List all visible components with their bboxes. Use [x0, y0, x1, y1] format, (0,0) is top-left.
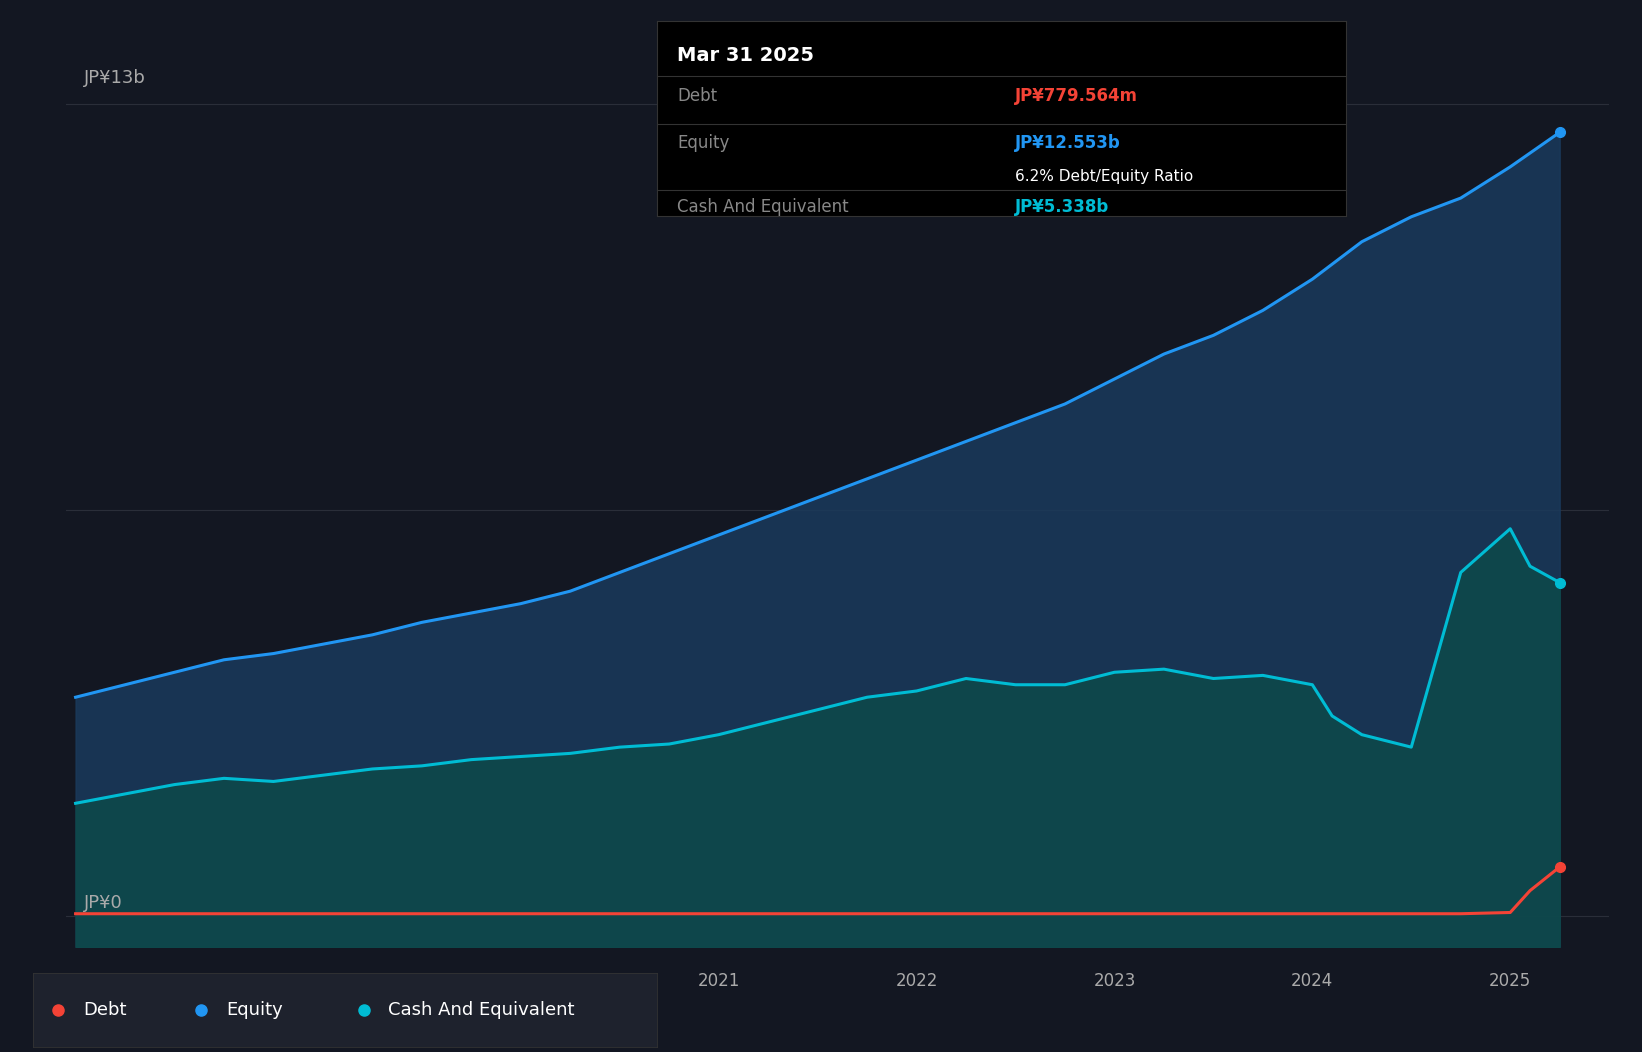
Text: JP¥13b: JP¥13b: [84, 69, 146, 87]
Text: 6.2% Debt/Equity Ratio: 6.2% Debt/Equity Ratio: [1015, 169, 1194, 184]
Text: JP¥0: JP¥0: [84, 894, 123, 912]
Text: 2025: 2025: [1489, 972, 1532, 990]
Text: 2022: 2022: [895, 972, 938, 990]
Text: 2019: 2019: [302, 972, 345, 990]
Text: Equity: Equity: [227, 1000, 282, 1019]
Text: Debt: Debt: [82, 1000, 126, 1019]
Text: JP¥5.338b: JP¥5.338b: [1015, 198, 1110, 216]
Text: 2020: 2020: [499, 972, 542, 990]
Text: 2021: 2021: [698, 972, 741, 990]
Text: 2018: 2018: [103, 972, 146, 990]
Text: JP¥12.553b: JP¥12.553b: [1015, 134, 1121, 151]
Text: 2023: 2023: [1094, 972, 1136, 990]
Text: Cash And Equivalent: Cash And Equivalent: [678, 198, 849, 216]
Text: Mar 31 2025: Mar 31 2025: [678, 46, 814, 65]
Text: Cash And Equivalent: Cash And Equivalent: [389, 1000, 575, 1019]
Text: JP¥779.564m: JP¥779.564m: [1015, 87, 1138, 105]
Text: Debt: Debt: [678, 87, 718, 105]
Text: 2024: 2024: [1291, 972, 1333, 990]
Text: Equity: Equity: [678, 134, 729, 151]
